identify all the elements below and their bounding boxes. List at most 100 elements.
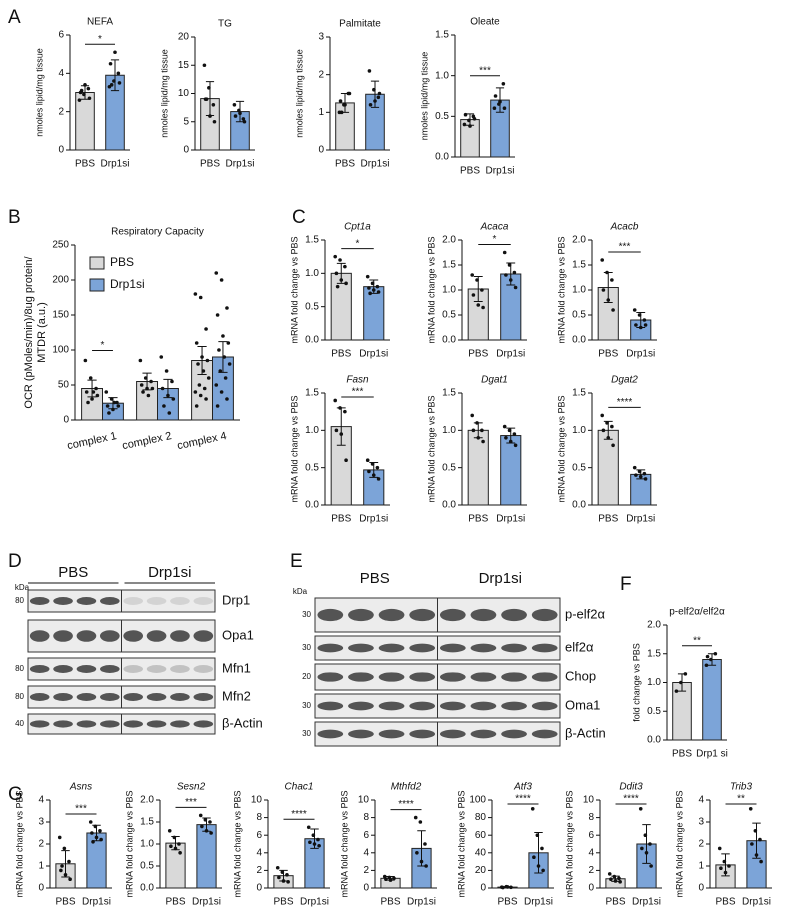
data-point [709, 657, 713, 662]
data-point [649, 864, 653, 868]
significance-label: *** [352, 387, 364, 398]
data-point [648, 842, 652, 846]
data-point [365, 458, 370, 463]
data-point [138, 358, 143, 363]
data-point [170, 379, 174, 384]
data-point [225, 306, 229, 310]
data-point [238, 111, 242, 116]
y-tick-label: 50 [58, 380, 70, 391]
blot-band [193, 720, 214, 728]
data-point [758, 837, 762, 842]
error-bar [370, 80, 380, 108]
data-point [370, 281, 375, 286]
protein-label: β-Actin [222, 715, 263, 730]
data-point [424, 864, 428, 868]
y-axis-label: mRNA fold change vs PBS [426, 395, 436, 502]
data-point [237, 108, 241, 113]
kda-marker: 30 [302, 701, 311, 710]
data-point [117, 81, 122, 85]
y-axis-label: mRNA fold change vs PBS [339, 790, 349, 897]
x-tick-label: PBS [605, 897, 625, 908]
blot-band [170, 597, 190, 605]
data-point [198, 813, 203, 818]
data-point [674, 689, 679, 693]
protein-label: elf2α [565, 639, 594, 654]
significance-label: * [493, 234, 497, 245]
data-point [530, 807, 535, 811]
data-point [84, 390, 89, 394]
kda-marker: 80 [15, 692, 24, 701]
legend-swatch [89, 278, 105, 292]
blot-band [193, 597, 214, 605]
group-label: PBS [360, 570, 390, 587]
y-tick-label: 0.0 [305, 335, 319, 346]
y-axis-label: mRNA fold change vs PBS [426, 236, 436, 343]
y-tick-label: 0.0 [442, 335, 456, 346]
y-tick-label: 4 [363, 847, 369, 858]
data-point [83, 83, 87, 87]
data-point [160, 386, 165, 391]
data-point [609, 877, 613, 881]
blot-band [317, 643, 344, 653]
data-point [339, 278, 344, 282]
chart-title: Fasn [346, 375, 369, 386]
blot-band [439, 729, 466, 739]
chart-title: Ddit3 [619, 782, 643, 793]
y-axis-label: mRNA fold change vs PBS [556, 236, 566, 343]
data-point [634, 323, 638, 327]
data-point [371, 473, 376, 477]
y-tick-label: 0.0 [140, 883, 154, 894]
y-tick-label: 0 [480, 883, 486, 894]
group-label: Drp1si [479, 570, 522, 587]
blot-band [76, 693, 97, 701]
data-point [104, 390, 109, 394]
kda-marker: 40 [15, 719, 24, 728]
y-tick-label: 1.0 [305, 425, 319, 436]
data-point [225, 397, 229, 401]
blot-band [317, 672, 344, 682]
data-point [607, 872, 612, 876]
bar [196, 824, 217, 889]
legend-label: PBS [110, 255, 134, 269]
protein-label: Drp1 [222, 592, 250, 607]
x-tick-label: PBS [598, 514, 618, 525]
blot-band [99, 630, 120, 642]
x-tick-label: PBS [200, 159, 220, 170]
data-point [159, 355, 164, 359]
y-axis-label: mRNA fold change vs PBS [124, 790, 134, 897]
data-point [193, 292, 198, 296]
kda-label: kDa [293, 587, 308, 596]
bar [86, 832, 107, 889]
chart-title: Sesn2 [177, 782, 206, 793]
data-point [221, 334, 225, 338]
protein-label: Oma1 [565, 697, 600, 712]
blot-band [29, 693, 50, 701]
y-tick-label: 3 [318, 32, 324, 43]
blot-band [409, 643, 436, 653]
y-axis-label: nmoles lipid/mg tissue [34, 48, 44, 137]
data-point [612, 874, 617, 879]
data-point [613, 879, 618, 883]
data-point [727, 864, 731, 868]
significance-label: **** [617, 397, 633, 408]
significance-label: *** [619, 242, 631, 253]
y-tick-label: 80 [475, 812, 487, 823]
data-point [719, 866, 723, 870]
panel-label: A [8, 7, 21, 28]
y-axis-label: MTDR (a.u.) [36, 302, 48, 363]
data-point [605, 270, 609, 275]
data-point [178, 851, 182, 855]
data-point [113, 50, 117, 55]
data-point [638, 325, 643, 330]
data-point [347, 91, 352, 96]
data-point [200, 355, 204, 359]
y-tick-label: 8 [588, 812, 594, 823]
y-tick-label: 10 [178, 88, 190, 99]
blot-band [76, 597, 97, 605]
y-tick-label: 6 [256, 830, 262, 841]
blot-band [439, 608, 466, 622]
protein-label: Chop [565, 668, 596, 683]
y-tick-label: 2 [318, 69, 324, 80]
data-point [90, 831, 94, 835]
data-point [722, 859, 727, 864]
